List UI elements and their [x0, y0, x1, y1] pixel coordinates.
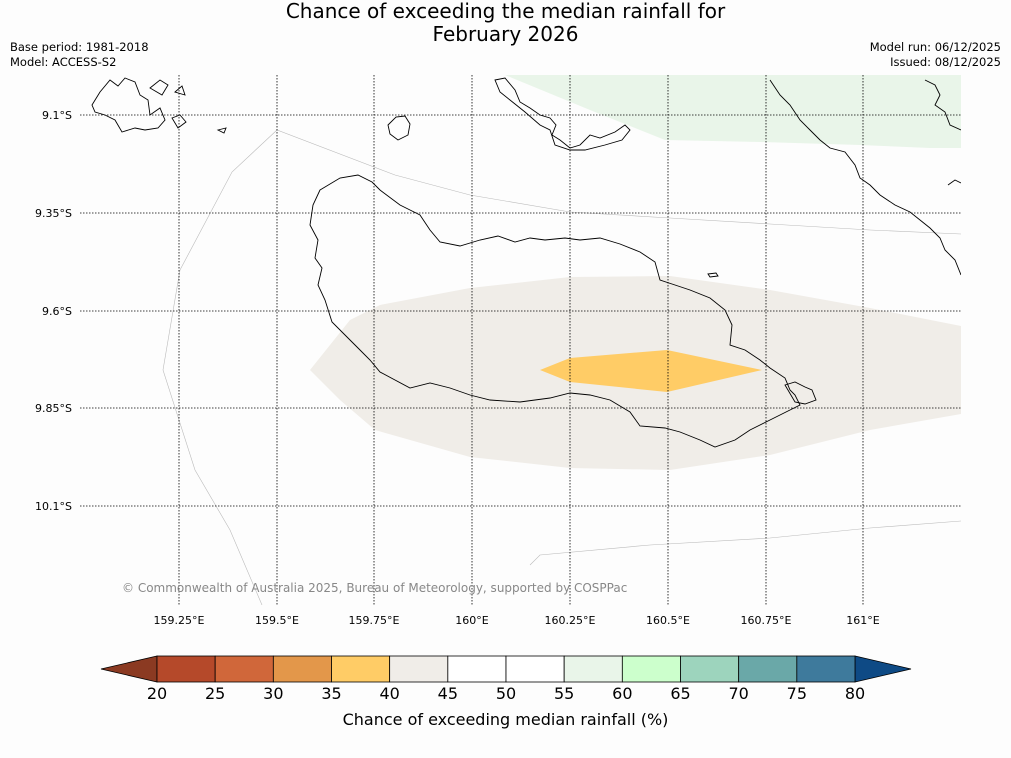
longitude-labels: 159.25°E 159.5°E 159.75°E 160°E 160.25°E 160.… [154, 614, 880, 627]
boundary-lines [162, 129, 961, 605]
colorbar-tick-label: 20 [147, 684, 167, 703]
colorbar-tick-label: 30 [263, 684, 283, 703]
lon-label: 159.25°E [154, 614, 205, 627]
colorbar-extend-high [854, 655, 912, 683]
colorbar-bin [331, 655, 391, 683]
colorbar-bin [621, 655, 681, 683]
lat-label: 9.35°S [35, 207, 72, 220]
colorbar [100, 655, 912, 683]
model-run: Model run: 06/12/2025 [869, 40, 1001, 54]
title-line-1: Chance of exceeding the median rainfall … [285, 0, 726, 23]
lat-label: 10.1°S [35, 500, 72, 513]
lon-label: 160.5°E [646, 614, 690, 627]
shading-55-60 [505, 75, 961, 148]
colorbar-tick-label: 25 [205, 684, 225, 703]
graticule [80, 75, 961, 605]
issued-date: Issued: 08/12/2025 [890, 55, 1001, 69]
colorbar-tick-label: 40 [379, 684, 399, 703]
colorbar-tick-label: 65 [670, 684, 690, 703]
title-line-2: February 2026 [432, 22, 579, 46]
colorbar-bin [563, 655, 623, 683]
colorbar-bin [680, 655, 740, 683]
lon-label: 159.75°E [349, 614, 400, 627]
lon-label: 160°E [455, 614, 488, 627]
colorbar-tick-label: 55 [554, 684, 574, 703]
lat-label: 9.85°S [35, 402, 72, 415]
colorbar-bin [447, 655, 507, 683]
colorbar-tick-label: 45 [438, 684, 458, 703]
shading-35-40 [540, 350, 762, 392]
colorbar-bin [738, 655, 798, 683]
base-period: Base period: 1981-2018 [10, 40, 149, 54]
lon-label: 161°E [846, 614, 879, 627]
model-name: Model: ACCESS-S2 [10, 55, 117, 69]
colorbar-bin [156, 655, 216, 683]
colorbar-tick-label: 70 [728, 684, 748, 703]
lon-label: 160.25°E [545, 614, 596, 627]
lat-label: 9.1°S [42, 109, 72, 122]
colorbar-tick-label: 50 [496, 684, 516, 703]
lon-label: 160.75°E [741, 614, 792, 627]
colorbar-bin [214, 655, 274, 683]
lat-label: 9.6°S [42, 305, 72, 318]
colorbar-label: Chance of exceeding median rainfall (%) [342, 710, 669, 729]
coastlines [91, 77, 961, 448]
copyright-text: © Commonwealth of Australia 2025, Bureau… [122, 581, 627, 595]
latitude-labels: 9.1°S 9.35°S 9.6°S 9.85°S 10.1°S [35, 109, 72, 513]
colorbar-tick-label: 60 [612, 684, 632, 703]
colorbar-tick-label: 75 [787, 684, 807, 703]
lon-label: 159.5°E [255, 614, 299, 627]
colorbar-bin [505, 655, 565, 683]
colorbar-tick-label: 35 [321, 684, 341, 703]
colorbar-bin [389, 655, 449, 683]
colorbar-ticks: 20 25 30 35 40 45 50 55 60 65 70 75 80 [147, 684, 865, 703]
colorbar-tick-label: 80 [845, 684, 865, 703]
colorbar-extend-low [100, 655, 158, 683]
colorbar-bin [272, 655, 332, 683]
colorbar-bin [796, 655, 856, 683]
